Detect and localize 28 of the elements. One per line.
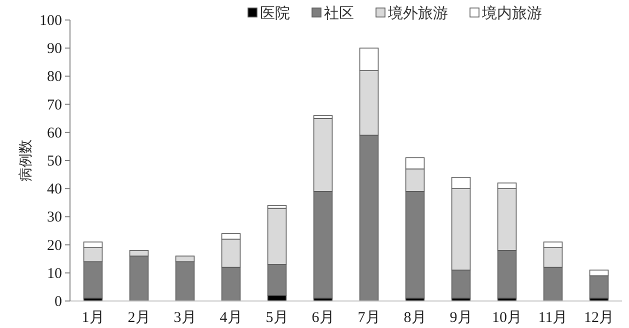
legend-label: 社区 <box>324 5 354 22</box>
x-tick-label: 5月 <box>266 310 288 326</box>
y-tick-label: 40 <box>47 182 62 198</box>
y-tick-label: 70 <box>47 97 62 114</box>
y-tick-label: 90 <box>47 41 62 58</box>
y-tick-label: 60 <box>47 125 62 142</box>
x-tick-label: 2月 <box>128 310 150 326</box>
x-tick-label: 4月 <box>220 310 242 326</box>
y-tick-label: 30 <box>47 210 62 226</box>
x-tick-label: 6月 <box>312 310 334 326</box>
y-axis-title: 病例数 <box>18 140 34 182</box>
x-tick-label: 11月 <box>538 310 568 326</box>
x-tick-label: 7月 <box>358 310 380 326</box>
x-tick-label: 8月 <box>404 310 426 326</box>
legend-label: 医院 <box>260 5 290 22</box>
y-tick-label: 20 <box>47 238 62 254</box>
x-tick-label: 1月 <box>82 310 104 326</box>
legend-label: 境外旅游 <box>387 5 448 22</box>
x-tick-label: 10月 <box>492 310 522 326</box>
y-tick-label: 100 <box>40 13 62 29</box>
y-tick-label: 80 <box>47 69 62 86</box>
x-tick-label: 3月 <box>174 310 196 326</box>
legend-label: 境内旅游 <box>481 5 542 22</box>
y-tick-label: 50 <box>47 154 62 170</box>
y-tick-label: 10 <box>47 266 62 282</box>
x-tick-label: 12月 <box>584 310 614 326</box>
y-tick-label: 0 <box>54 294 62 310</box>
x-tick-label: 9月 <box>450 310 472 326</box>
